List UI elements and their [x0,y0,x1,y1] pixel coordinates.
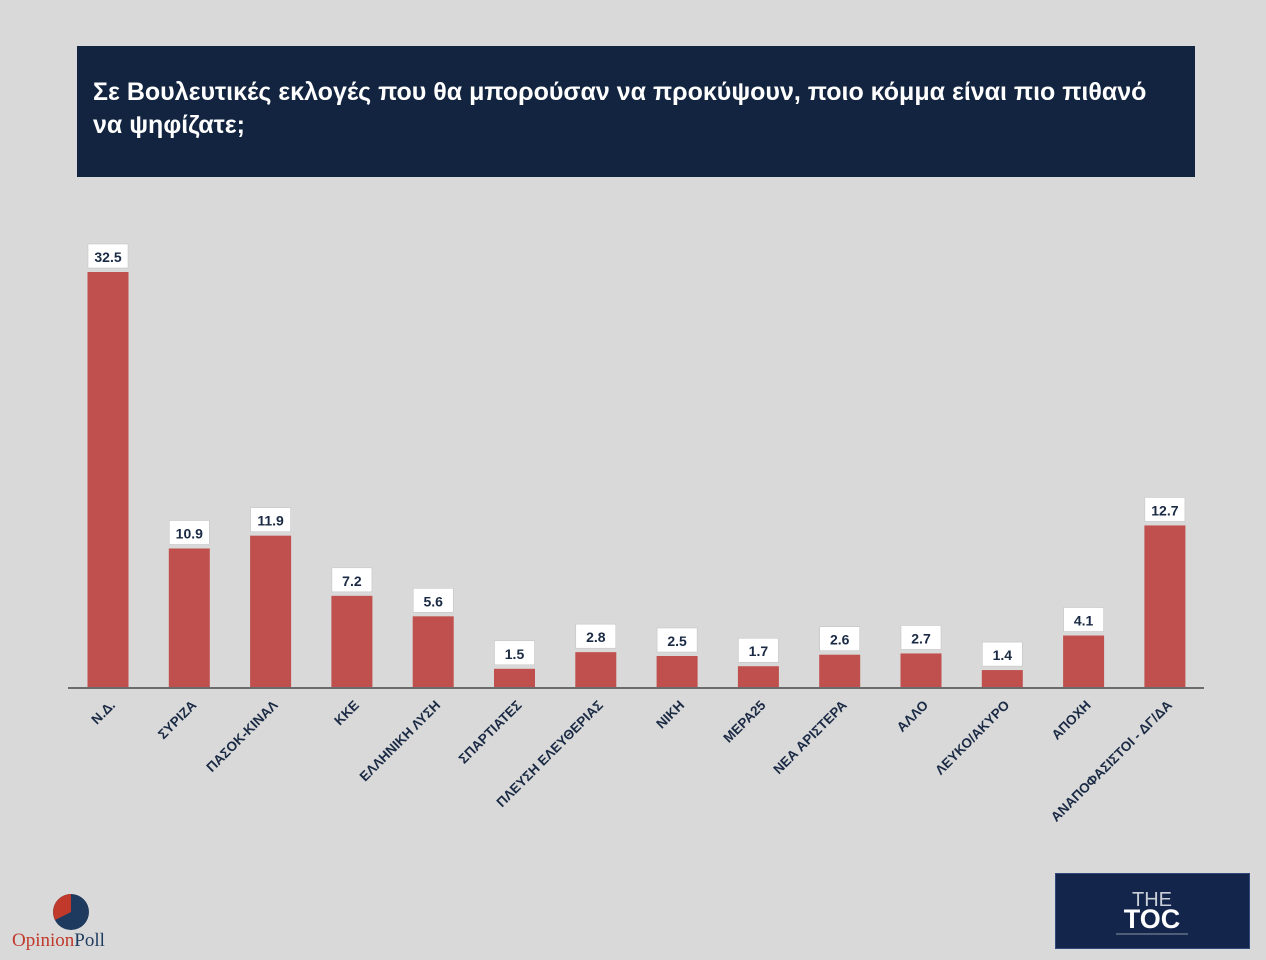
category-label-10: ΑΛΛΟ [894,698,931,735]
toc-logo-toc: TOC [1124,904,1181,934]
data-label-13: 12.7 [1151,502,1178,518]
data-label-box-7 [656,627,698,653]
the-toc-logo: THE TOC [1055,873,1250,949]
bar-6 [575,652,617,688]
bar-1 [168,548,210,688]
data-label-9: 2.6 [830,632,850,648]
data-label-box-6 [575,623,617,649]
category-label-8: ΜΕΡΑ25 [720,697,768,745]
data-label-box-12 [1063,607,1104,632]
data-label-0: 32.5 [94,249,121,265]
bar-3 [331,595,373,688]
data-label-11: 1.4 [993,647,1013,663]
data-label-5: 1.5 [505,646,525,662]
category-label-4: ΕΛΛΗΝΙΚΗ ΛΥΣΗ [357,698,444,785]
bar-8 [737,666,779,688]
bar-7 [656,656,698,688]
chart-title: Σε Βουλευτικές εκλογές που θα μπορούσαν … [93,78,1147,139]
bar-5 [494,668,535,688]
data-label-6: 2.8 [586,629,606,645]
data-label-box-1 [169,520,210,545]
data-label-box-13 [1144,497,1186,522]
category-label-7: ΝΙΚΗ [653,698,687,732]
data-label-box-8 [738,637,779,663]
data-label-8: 1.7 [749,643,769,659]
data-label-10: 2.7 [911,630,931,646]
data-label-box-3 [331,567,373,593]
data-label-box-0 [87,243,129,269]
bar-10 [900,653,942,688]
data-label-2: 11.9 [257,513,284,529]
data-label-box-10 [900,625,942,650]
opinionpoll-logo [53,894,89,930]
bar-2 [250,535,292,688]
data-label-box-5 [494,640,535,666]
category-label-2: ΠΑΣΟΚ-ΚΙΝΑΛ [203,698,280,775]
category-label-5: ΣΠΑΡΤΙΑΤΕΣ [456,698,525,767]
category-label-3: ΚΚΕ [331,698,362,729]
data-label-box-11 [982,641,1023,667]
bar-0 [87,272,129,688]
bar-13 [1144,525,1186,688]
data-label-4: 5.6 [423,593,443,609]
category-label-1: ΣΥΡΙΖΑ [155,697,200,742]
data-label-1: 10.9 [176,525,203,541]
opinionpoll-wordmark: OpinionPoll [12,930,105,951]
data-label-3: 7.2 [342,573,362,589]
bar-11 [981,670,1023,688]
category-label-0: Ν.Δ. [88,698,118,728]
bar-12 [1063,635,1105,688]
category-label-9: ΝΕΑ ΑΡΙΣΤΕΡΑ [770,697,850,777]
data-label-box-2 [250,507,291,532]
category-label-11: ΛΕΥΚΟ/ΑΚΥΡΟ [932,698,1012,778]
data-label-box-9 [819,626,860,651]
data-label-7: 2.5 [667,633,687,649]
category-label-12: ΑΠΟΧΗ [1049,698,1094,743]
bar-9 [819,654,861,688]
data-label-12: 4.1 [1074,613,1094,629]
title-banner: Σε Βουλευτικές εκλογές που θα μπορούσαν … [77,46,1195,177]
toc-logo-the: THE [1132,889,1172,911]
bar-4 [412,616,454,688]
data-label-box-4 [412,588,454,613]
